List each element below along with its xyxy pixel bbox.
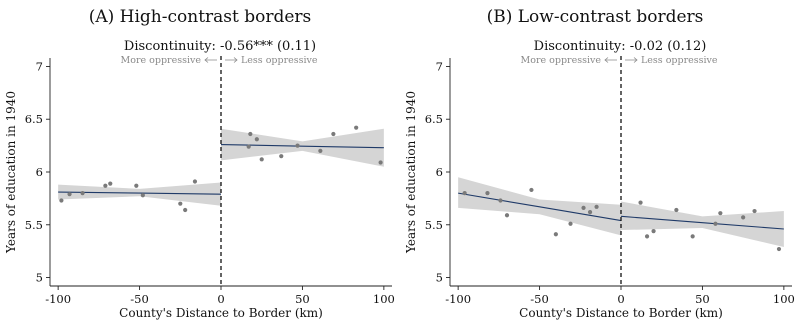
panel-title: (B) Low-contrast borders — [487, 7, 704, 27]
data-point — [279, 154, 284, 159]
x-tick-label: 50 — [695, 292, 710, 306]
y-axis-label: Years of education in 1940 — [404, 91, 418, 254]
data-point — [259, 157, 264, 162]
fit-line-left — [458, 192, 622, 222]
x-tick-label: 50 — [295, 292, 310, 306]
y-tick-label: 7 — [36, 59, 43, 73]
panel-b: (B) Low-contrast borders Discontinuity: -… — [404, 7, 795, 320]
x-axis-label: County's Distance to Border (km) — [519, 306, 723, 320]
data-point — [553, 232, 558, 237]
y-tick-label: 6.5 — [25, 112, 43, 126]
panel-title: (A) High-contrast borders — [89, 7, 312, 27]
data-point — [462, 191, 467, 196]
discontinuity-label: Discontinuity: -0.56*** (0.11) — [124, 39, 316, 54]
data-point — [67, 192, 72, 197]
right-arrow-icon — [225, 57, 238, 63]
y-axis-label: Years of education in 1940 — [4, 91, 18, 254]
y-tick-label: 5 — [436, 271, 443, 285]
data-point — [651, 229, 656, 234]
left-side-label: More oppressive — [121, 55, 202, 66]
data-point — [254, 137, 259, 142]
left-arrow-icon — [604, 57, 617, 63]
data-point — [674, 207, 679, 213]
x-tick-label: 0 — [217, 292, 224, 306]
data-point — [59, 198, 64, 203]
data-point — [183, 207, 188, 213]
y-tick-label: 6 — [436, 165, 443, 179]
data-point — [246, 144, 251, 149]
y-tick-label: 6.5 — [425, 112, 443, 126]
data-point — [80, 191, 85, 196]
data-point — [248, 131, 253, 137]
left-side-label: More oppressive — [521, 55, 602, 66]
x-tick-label: -50 — [130, 292, 149, 306]
data-point — [178, 201, 183, 206]
data-point — [485, 191, 490, 196]
data-point — [587, 210, 593, 215]
data-point — [103, 183, 108, 188]
fit-line-right — [620, 215, 784, 230]
y-tick-label: 7 — [436, 59, 443, 73]
data-point — [134, 183, 139, 188]
data-point — [498, 198, 503, 203]
discontinuity-label: Discontinuity: -0.02 (0.12) — [534, 39, 707, 54]
ci-band-right — [221, 128, 384, 167]
right-arrow-icon — [625, 57, 638, 63]
y-tick-label: 5.5 — [425, 218, 443, 232]
left-arrow-icon — [204, 57, 217, 63]
x-axis-label: County's Distance to Border (km) — [119, 306, 323, 320]
fit-line-left — [58, 191, 222, 195]
x-tick-label: 100 — [373, 292, 395, 306]
data-point — [752, 208, 757, 214]
right-side-label: Less oppressive — [241, 55, 318, 66]
right-side-label: Less oppressive — [641, 55, 718, 66]
data-point — [718, 211, 723, 216]
panel-a: (A) High-contrast borders Discontinuity: … — [4, 7, 395, 320]
data-point — [504, 213, 510, 218]
data-point — [644, 234, 650, 239]
y-tick-label: 5 — [36, 271, 43, 285]
x-tick-label: -50 — [530, 292, 549, 306]
data-point — [581, 205, 586, 210]
x-tick-label: -100 — [445, 292, 471, 306]
data-point — [776, 246, 782, 252]
y-tick-label: 6 — [36, 165, 43, 179]
ci-band-right — [621, 201, 784, 247]
data-point — [331, 131, 336, 137]
y-tick-label: 5.5 — [25, 218, 43, 232]
ci-band-left — [58, 182, 222, 206]
x-tick-label: -100 — [45, 292, 71, 306]
data-point — [295, 143, 300, 148]
x-tick-label: 0 — [617, 292, 624, 306]
data-point — [378, 160, 383, 165]
data-point — [741, 215, 746, 220]
data-point — [713, 221, 718, 226]
data-point — [568, 221, 573, 226]
data-point — [140, 193, 145, 198]
data-point — [192, 179, 198, 184]
data-point — [638, 200, 643, 205]
data-point — [594, 204, 599, 209]
data-point — [529, 187, 534, 193]
data-point — [318, 148, 323, 153]
data-point — [108, 181, 113, 186]
data-point — [690, 234, 695, 239]
x-tick-label: 100 — [773, 292, 795, 306]
data-point — [354, 125, 359, 130]
